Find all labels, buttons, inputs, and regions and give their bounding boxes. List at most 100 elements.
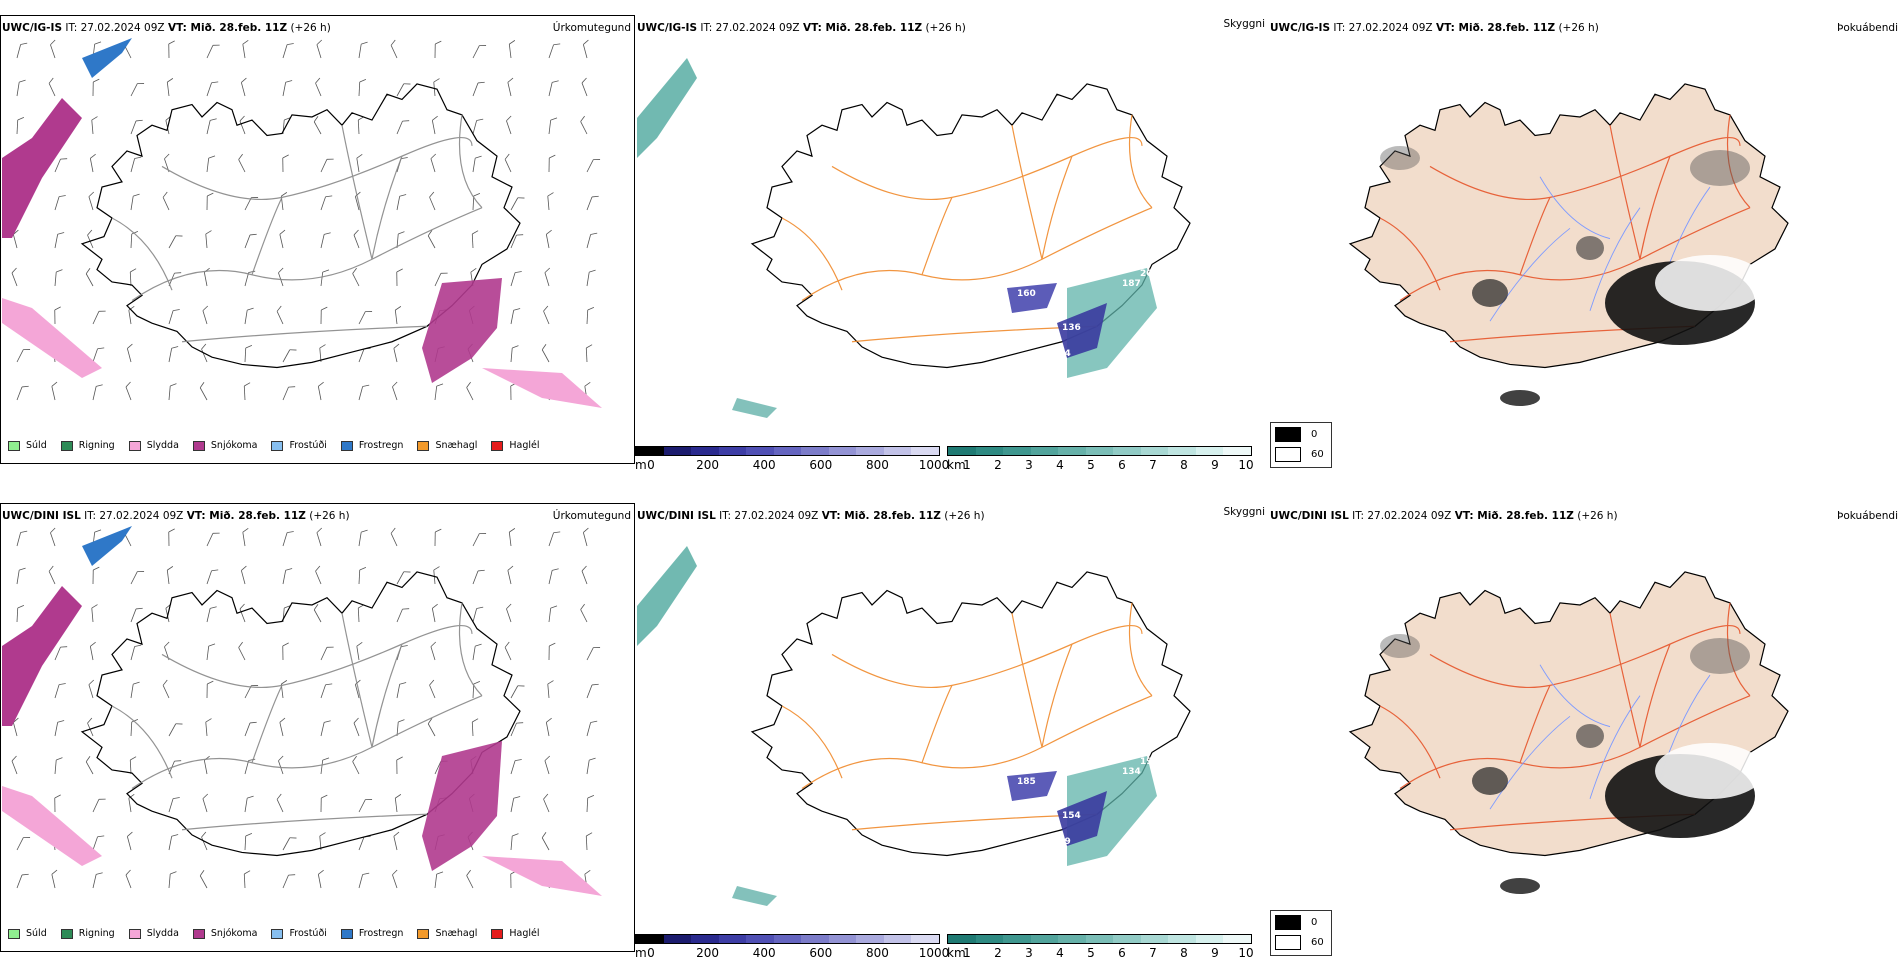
colorbar-tick: 1 [963, 458, 971, 472]
cloud-legend-item: 0 [1275, 915, 1317, 930]
colorbar-swatch [774, 447, 802, 455]
visibility-title: Skyggni [1224, 18, 1266, 30]
cloud-legend-label: 0 [1311, 429, 1317, 440]
colorbar-swatch [636, 935, 664, 943]
cloud-legend-item: 60 [1275, 447, 1324, 462]
colorbar-swatch [1058, 935, 1086, 943]
legend-label: Súld [26, 440, 47, 451]
precip-type-panel: UWC/DINI ISL IT: 27.02.2024 09Z VT: Mið.… [0, 498, 635, 952]
lead-time: (+26 h) [925, 22, 965, 34]
legend-swatch [129, 441, 141, 451]
colorbar-tick: 7 [1149, 458, 1157, 472]
colorbar-tick: 0 [647, 458, 655, 472]
legend-label: Frostregn [359, 440, 404, 451]
colorbar-tick: 6 [1118, 946, 1126, 960]
colorbar-tick: 9 [1211, 458, 1219, 472]
legend-label: Haglél [509, 440, 539, 451]
legend-item: Snæhagl [417, 928, 477, 939]
colorbar-swatch [636, 447, 664, 455]
snow-depth-label: 196 [1140, 757, 1159, 767]
snow-depth-label: 134 [1122, 767, 1141, 777]
colorbar-tick: 5 [1087, 458, 1095, 472]
colorbar-swatch [664, 935, 692, 943]
sleet-area [482, 856, 602, 896]
legend-label: Rigning [79, 440, 115, 451]
legend-swatch [417, 929, 429, 939]
snow-depth-label: 138 [1042, 889, 1061, 899]
legend-swatch [491, 929, 503, 939]
panel-title: UWC/DINI ISL IT: 27.02.2024 09Z VT: Mið.… [1270, 510, 1618, 522]
legend-swatch [417, 441, 429, 451]
legend-swatch [129, 929, 141, 939]
cloud-legend-label: 60 [1311, 449, 1324, 460]
colorbar-swatch [774, 935, 802, 943]
snow-depth-label: 154 [1062, 811, 1081, 821]
cloud-legend-swatch [1275, 915, 1301, 930]
colorbar-swatch [829, 447, 857, 455]
colorbar-tick: 2 [994, 458, 1002, 472]
colorbar-swatch [1003, 935, 1031, 943]
colorbar-swatch [1086, 447, 1114, 455]
model-name: UWC/IG-IS [637, 22, 697, 34]
colorbar-tick: 0 [647, 946, 655, 960]
height-colorbar-swatches [635, 446, 940, 456]
colorbar-swatch [856, 935, 884, 943]
snow-depth-label: 160 [1017, 289, 1036, 299]
precip-type-title: Úrkomutegund [553, 22, 631, 34]
colorbar-swatch [1141, 447, 1169, 455]
colorbar-swatch [1113, 935, 1141, 943]
colorbar-tick: 1000 [919, 458, 950, 472]
colorbar-tick: 800 [866, 946, 889, 960]
legend-swatch [271, 929, 283, 939]
colorbar-swatch [948, 447, 976, 455]
valid-time: VT: Mið. 28.feb. 11Z [803, 22, 922, 34]
precip-type-map [2, 38, 632, 433]
visibility-title: Skyggni [1224, 506, 1266, 518]
colorbar-tick: 3 [1025, 458, 1033, 472]
legend-item: Súld [8, 928, 47, 939]
model-name: UWC/DINI ISL [2, 510, 81, 522]
cloud-legend-item: 0 [1275, 427, 1317, 442]
cloud-legend-swatch [1275, 427, 1301, 442]
colorbar-swatch [801, 935, 829, 943]
legend-item: Snjókoma [193, 440, 258, 451]
height-colorbar-swatches [635, 934, 940, 944]
legend-label: Frostúði [289, 928, 326, 939]
panel-title: UWC/IG-IS IT: 27.02.2024 09Z VT: Mið. 28… [1270, 22, 1599, 34]
valid-time: VT: Mið. 28.feb. 11Z [822, 510, 941, 522]
init-time: IT: 27.02.2024 09Z [65, 22, 164, 34]
cloud-title: Þokuábendi [1837, 22, 1898, 34]
freezing-rain [82, 526, 132, 566]
colorbar-swatch [1058, 447, 1086, 455]
legend-item: Snæhagl [417, 440, 477, 451]
colorbar-tick: 400 [753, 458, 776, 472]
colorbar-swatch [719, 935, 747, 943]
colorbar-tick: 8 [1180, 946, 1188, 960]
init-time: IT: 27.02.2024 09Z [1333, 22, 1432, 34]
legend-swatch [491, 441, 503, 451]
init-time: IT: 27.02.2024 09Z [719, 510, 818, 522]
height-unit: m [635, 458, 647, 472]
legend-item: Slydda [129, 928, 179, 939]
snow-depth-label: 187 [1122, 279, 1141, 289]
legend-swatch [8, 929, 20, 939]
cloud-panel: UWC/DINI ISL IT: 27.02.2024 09Z VT: Mið.… [1270, 498, 1900, 952]
init-time: IT: 27.02.2024 09Z [84, 510, 183, 522]
visibility-colorbar-swatches [947, 446, 1252, 456]
colorbar-swatch [976, 935, 1004, 943]
legend-item: Snjókoma [193, 928, 258, 939]
precip-type-panel: UWC/IG-IS IT: 27.02.2024 09Z VT: Mið. 28… [0, 10, 635, 464]
valid-time: VT: Mið. 28.feb. 11Z [1455, 510, 1574, 522]
legend-item: Frostregn [341, 928, 404, 939]
lead-time: (+26 h) [309, 510, 349, 522]
colorbar-swatch [911, 447, 939, 455]
nw-snow [2, 98, 82, 238]
colorbar-swatch [664, 447, 692, 455]
snow-depth-label: 185 [1017, 777, 1036, 787]
colorbar-tick: 800 [866, 458, 889, 472]
legend-swatch [61, 929, 73, 939]
